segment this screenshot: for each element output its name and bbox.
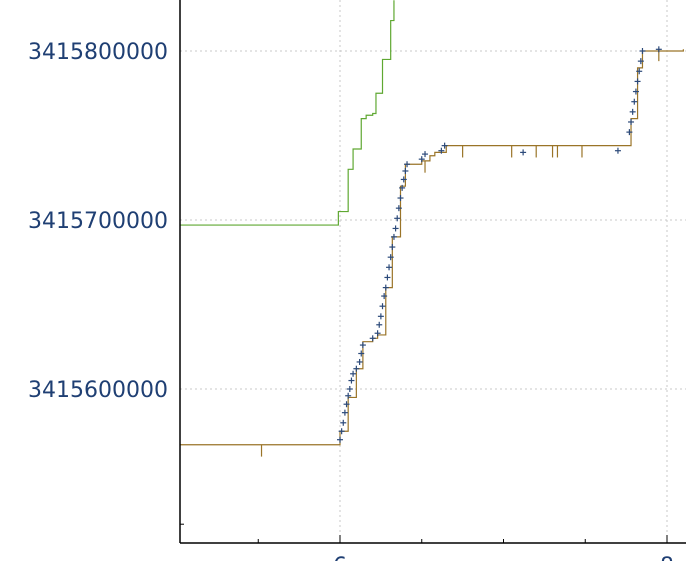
- data-point: [377, 313, 384, 320]
- data-point: [345, 392, 352, 399]
- data-point: [399, 184, 406, 191]
- series-layer: [180, 0, 684, 457]
- data-point: [631, 98, 638, 105]
- series-line: [180, 0, 395, 226]
- data-point: [634, 78, 641, 85]
- data-point: [402, 167, 409, 174]
- data-point: [394, 215, 401, 222]
- data-point: [418, 156, 425, 163]
- data-point: [359, 342, 366, 349]
- data-point: [353, 365, 360, 372]
- data-point: [379, 303, 386, 310]
- data-point: [629, 108, 636, 115]
- data-point: [376, 321, 383, 328]
- y-tick-label: 3415800000: [28, 40, 168, 65]
- data-point: [341, 409, 348, 416]
- tick-labels: 3415600000 3415700000 3415800000 6 8: [28, 40, 674, 561]
- data-point: [404, 161, 411, 168]
- series-line: [180, 49, 684, 446]
- x-tick-label: 8: [660, 554, 674, 561]
- y-tick-label: 3415600000: [28, 378, 168, 403]
- data-point: [374, 330, 381, 337]
- data-point: [614, 147, 621, 154]
- data-point: [350, 370, 357, 377]
- axes: [179, 0, 686, 544]
- data-point: [395, 205, 402, 212]
- data-point: [397, 195, 404, 202]
- data-point: [639, 48, 646, 54]
- data-point: [628, 118, 635, 125]
- data-point: [520, 149, 527, 156]
- data-point: [441, 142, 448, 149]
- data-point: [340, 419, 347, 426]
- data-point: [384, 274, 391, 281]
- data-point: [343, 401, 350, 408]
- data-point: [387, 254, 394, 261]
- data-point: [346, 386, 353, 392]
- data-point: [386, 264, 393, 271]
- data-point: [390, 233, 397, 240]
- data-point: [438, 147, 445, 154]
- data-point: [637, 58, 644, 65]
- data-point: [356, 358, 363, 365]
- data-point: [358, 350, 365, 357]
- grid: [180, 0, 686, 543]
- data-point: [348, 377, 355, 384]
- data-point: [381, 293, 388, 300]
- data-point: [422, 151, 429, 158]
- x-tick-label: 6: [333, 554, 347, 561]
- data-point: [389, 244, 396, 251]
- data-point: [626, 129, 633, 136]
- data-point: [655, 46, 662, 53]
- data-point: [400, 176, 407, 183]
- data-point: [392, 225, 399, 232]
- data-point: [632, 88, 639, 95]
- data-point: [337, 436, 343, 443]
- data-point: [382, 284, 389, 291]
- y-tick-label: 3415700000: [28, 209, 168, 234]
- data-point: [636, 68, 643, 75]
- data-point: [338, 428, 345, 435]
- data-point: [369, 335, 376, 342]
